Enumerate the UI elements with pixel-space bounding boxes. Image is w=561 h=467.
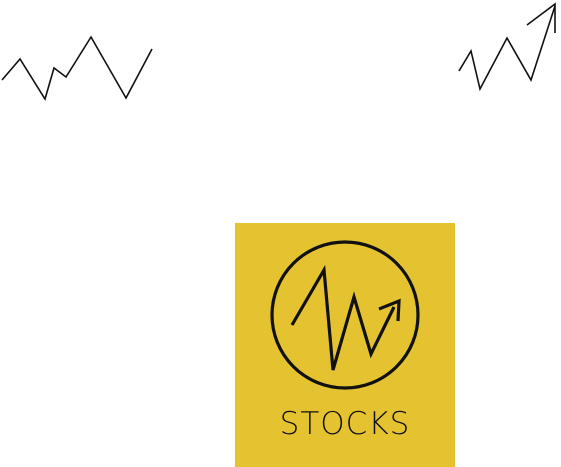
logo-tile-background <box>235 223 455 467</box>
logo-wordmark: STOCKS <box>279 406 411 442</box>
stocks-logo: STOCKS <box>235 223 455 467</box>
zigzag-up-arrow-icon <box>458 2 556 92</box>
zigzag-line-icon <box>1 35 153 101</box>
zigzag-up-arrow-in-circle-icon <box>270 240 420 390</box>
